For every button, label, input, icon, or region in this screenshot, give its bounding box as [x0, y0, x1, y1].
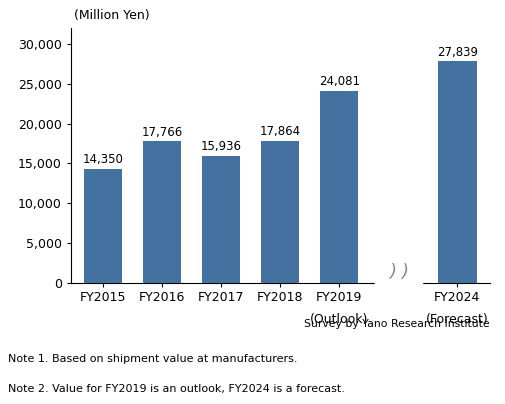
- Bar: [375, 278, 422, 288]
- Bar: [320, 91, 359, 283]
- Bar: [84, 168, 122, 283]
- Bar: [202, 156, 240, 283]
- Text: Survey by Yano Research Institute: Survey by Yano Research Institute: [304, 319, 490, 329]
- Text: 14,350: 14,350: [83, 153, 124, 166]
- Text: 27,839: 27,839: [437, 46, 478, 59]
- Text: ): ): [401, 263, 408, 281]
- Bar: [438, 61, 477, 283]
- Text: 17,766: 17,766: [141, 126, 183, 139]
- Text: 15,936: 15,936: [201, 140, 242, 153]
- Text: ): ): [389, 263, 396, 281]
- Bar: [143, 141, 181, 283]
- Text: (Million Yen): (Million Yen): [74, 9, 149, 22]
- Bar: [376, 282, 421, 284]
- Bar: [261, 141, 299, 283]
- Text: (Outlook): (Outlook): [310, 313, 369, 326]
- Text: 24,081: 24,081: [319, 76, 360, 88]
- Text: Note 1. Based on shipment value at manufacturers.: Note 1. Based on shipment value at manuf…: [8, 354, 297, 364]
- Text: (Forecast): (Forecast): [426, 313, 489, 326]
- Text: Note 2. Value for FY2019 is an outlook, FY2024 is a forecast.: Note 2. Value for FY2019 is an outlook, …: [8, 384, 344, 394]
- Text: 17,864: 17,864: [260, 125, 301, 138]
